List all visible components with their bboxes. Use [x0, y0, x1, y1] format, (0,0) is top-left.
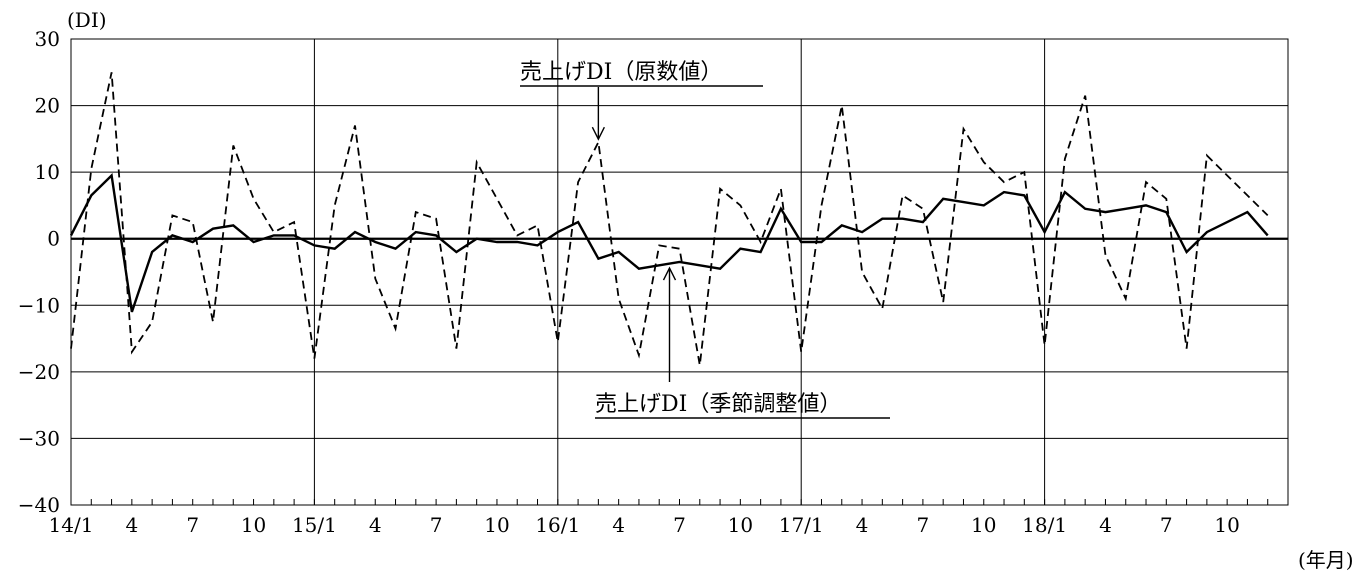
y-tick-label: −10 — [18, 293, 60, 317]
x-tick-label: 18/1 — [1022, 513, 1067, 537]
x-tick-label: 7 — [186, 513, 199, 537]
x-tick-label: 16/1 — [535, 513, 580, 537]
y-unit-label: (DI) — [67, 8, 107, 32]
x-tick-label: 4 — [612, 513, 625, 537]
x-tick-label: 10 — [241, 513, 266, 537]
x-tick-label: 4 — [125, 513, 138, 537]
x-tick-label: 17/1 — [779, 513, 824, 537]
x-tick-label: 7 — [430, 513, 443, 537]
y-tick-label: 10 — [35, 160, 60, 184]
annotation-sa-series: 売上げDI（季節調整値） — [595, 392, 841, 417]
x-tick-label: 4 — [369, 513, 382, 537]
y-tick-label: 30 — [35, 27, 60, 51]
plot-frame — [71, 39, 1288, 505]
x-tick-label: 10 — [1214, 513, 1239, 537]
x-unit-label: (年月) — [1298, 548, 1354, 572]
x-tick-label: 7 — [917, 513, 930, 537]
x-tick-label: 10 — [484, 513, 509, 537]
x-tick-label: 7 — [1160, 513, 1173, 537]
x-tick-label: 10 — [728, 513, 753, 537]
x-tick-label: 10 — [971, 513, 996, 537]
grid-layer — [71, 39, 1288, 505]
x-tick-label: 7 — [673, 513, 686, 537]
x-tick-label: 4 — [856, 513, 869, 537]
x-tick-label: 14/1 — [49, 513, 94, 537]
x-tick-label: 15/1 — [292, 513, 337, 537]
y-tick-label: 20 — [35, 94, 60, 118]
x-tick-label: 4 — [1099, 513, 1112, 537]
y-tick-label: −20 — [18, 360, 60, 384]
annotation-raw-series: 売上げDI（原数値） — [520, 60, 722, 85]
y-tick-label: −30 — [18, 426, 60, 450]
y-tick-label: 0 — [47, 227, 60, 251]
